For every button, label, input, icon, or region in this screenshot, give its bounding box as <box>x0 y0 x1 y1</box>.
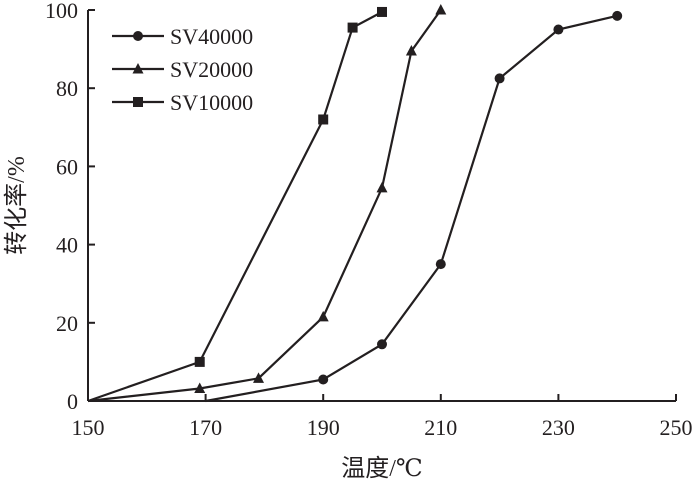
legend-item-sv10000: SV10000 <box>112 90 253 115</box>
y-tick-label: 40 <box>56 233 78 258</box>
data-point-sv20000 <box>317 310 329 322</box>
legend: SV40000 SV20000 SV10000 <box>112 24 253 115</box>
legend-marker <box>133 97 143 107</box>
x-tick-label: 190 <box>307 415 340 440</box>
y-tick-label: 100 <box>45 0 78 23</box>
legend-label: SV40000 <box>170 24 253 49</box>
y-ticks: 0 20 40 60 80 100 <box>45 0 95 414</box>
legend-item-sv20000: SV20000 <box>112 57 253 82</box>
x-tick-label: 170 <box>189 415 222 440</box>
data-point-sv10000 <box>347 22 358 33</box>
series-sv20000 <box>87 4 447 403</box>
legend-marker <box>132 63 144 74</box>
data-point-sv20000 <box>253 372 265 383</box>
axes <box>87 10 676 402</box>
y-axis-title: 转化率/% <box>3 156 30 255</box>
data-point-sv20000 <box>376 181 388 193</box>
data-point-sv10000 <box>377 6 387 17</box>
data-point-sv20000 <box>194 382 206 393</box>
legend-item-sv40000: SV40000 <box>112 24 253 49</box>
x-tick-label: 230 <box>542 415 575 440</box>
y-tick-label: 60 <box>56 154 78 179</box>
data-point-sv40000 <box>318 374 329 385</box>
series-sv10000 <box>87 6 387 403</box>
y-tick-label: 0 <box>67 389 78 414</box>
x-tick-label: 250 <box>660 415 693 440</box>
data-point-sv10000 <box>318 114 329 125</box>
data-point-sv40000 <box>377 339 387 350</box>
series-line-sv40000 <box>205 14 618 403</box>
data-point-sv40000 <box>553 24 564 35</box>
data-point-sv40000 <box>435 259 446 270</box>
series-layer <box>87 4 623 403</box>
series-sv40000 <box>205 10 623 403</box>
y-tick-label: 20 <box>56 311 78 336</box>
y-tick-label: 80 <box>56 76 78 101</box>
data-point-sv20000 <box>435 4 447 15</box>
x-tick-label: 150 <box>72 415 105 440</box>
data-point-sv10000 <box>194 356 205 367</box>
x-tick-label: 210 <box>424 415 457 440</box>
data-point-sv20000 <box>405 45 417 56</box>
data-point-sv40000 <box>494 73 505 84</box>
x-ticks: 150 170 190 210 230 250 <box>72 394 693 440</box>
x-axis-title: 温度/℃ <box>341 455 423 482</box>
legend-marker <box>133 31 143 41</box>
legend-label: SV20000 <box>170 57 253 82</box>
legend-label: SV10000 <box>170 90 253 115</box>
data-point-sv40000 <box>612 10 623 21</box>
